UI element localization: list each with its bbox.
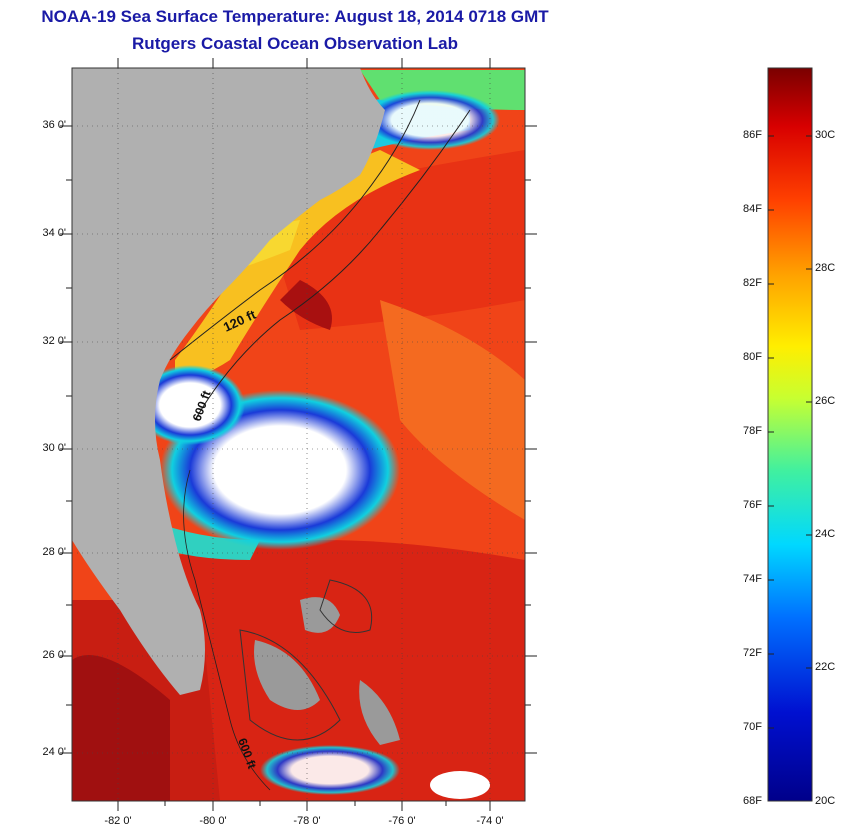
contour-120ft	[169, 99, 421, 361]
lon-label: -74 0'	[476, 815, 504, 827]
contour-600ft	[194, 109, 471, 421]
colorbar	[767, 67, 813, 802]
land-mass	[72, 68, 385, 695]
axis-ticks	[60, 58, 537, 811]
colorbar-ticks	[768, 135, 812, 729]
map-frame	[71, 67, 526, 802]
lon-label: -80 0'	[199, 815, 227, 827]
lat-label: 32 0'	[42, 335, 66, 347]
colorbar-label-c: 28C	[815, 262, 836, 274]
bahamas	[254, 597, 400, 745]
lon-label: -78 0'	[293, 815, 321, 827]
lat-label: 30 0'	[42, 442, 66, 454]
colorbar-label-f: 80F	[743, 351, 762, 363]
colorbar-label-c: 20C	[815, 795, 836, 807]
colorbar-label-f: 74F	[743, 573, 762, 585]
lat-label: 36 0'	[42, 119, 66, 131]
colorbar-label-c: 24C	[815, 528, 836, 540]
lon-label: -76 0'	[388, 815, 416, 827]
lat-label: 28 0'	[42, 546, 66, 558]
colorbar-label-f: 82F	[743, 277, 762, 289]
colorbar-label-c: 22C	[815, 661, 836, 673]
lon-label: -82 0'	[104, 815, 132, 827]
grid-lines	[72, 68, 525, 801]
colorbar-label-f: 78F	[743, 425, 762, 437]
colorbar-label-f: 68F	[743, 795, 762, 807]
map-subtitle: Rutgers Coastal Ocean Observation Lab	[132, 34, 458, 53]
colorbar-label-f: 76F	[743, 499, 762, 511]
map-title: NOAA-19 Sea Surface Temperature: August …	[41, 7, 549, 26]
colorbar-label-c: 30C	[815, 129, 836, 141]
lat-label: 26 0'	[42, 649, 66, 661]
colorbar-label-f: 86F	[743, 129, 762, 141]
colorbar-label-f: 72F	[743, 647, 762, 659]
colorbar-label-f: 84F	[743, 203, 762, 215]
lat-label: 34 0'	[42, 227, 66, 239]
colorbar-label-f: 70F	[743, 721, 762, 733]
colorbar-label-c: 26C	[815, 395, 836, 407]
lat-label: 24 0'	[42, 746, 66, 758]
